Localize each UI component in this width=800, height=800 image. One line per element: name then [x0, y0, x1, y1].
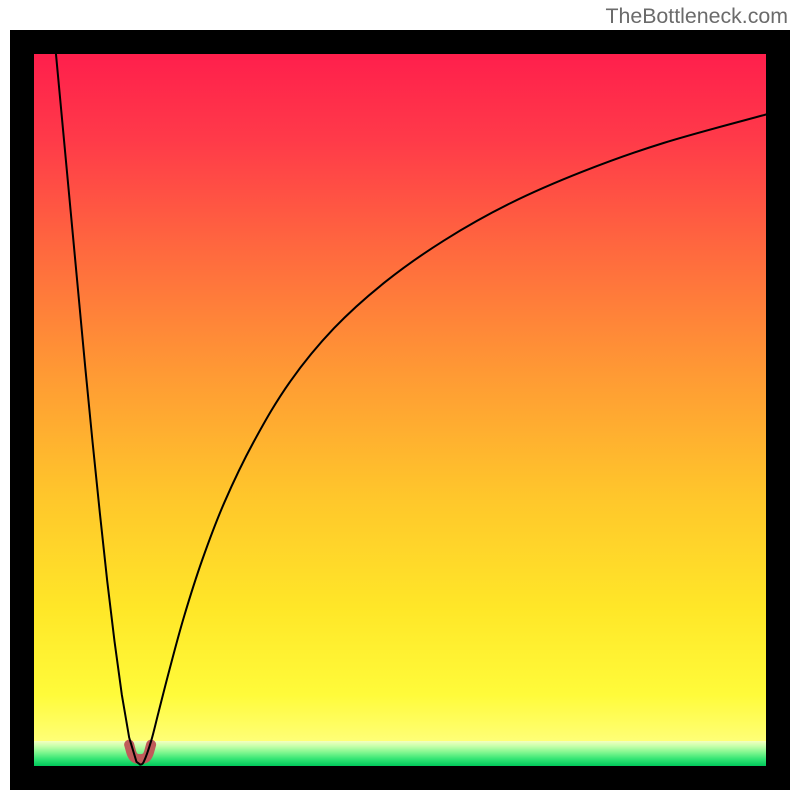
- chart-stage: TheBottleneck.com: [0, 0, 800, 800]
- frame-border-bottom: [10, 766, 790, 790]
- frame-border-right: [766, 30, 790, 790]
- frame-border-top: [10, 30, 790, 54]
- frame-border-left: [10, 30, 34, 790]
- curve-left: [56, 54, 140, 765]
- curve-layer: [0, 0, 800, 800]
- curve-right: [140, 115, 766, 765]
